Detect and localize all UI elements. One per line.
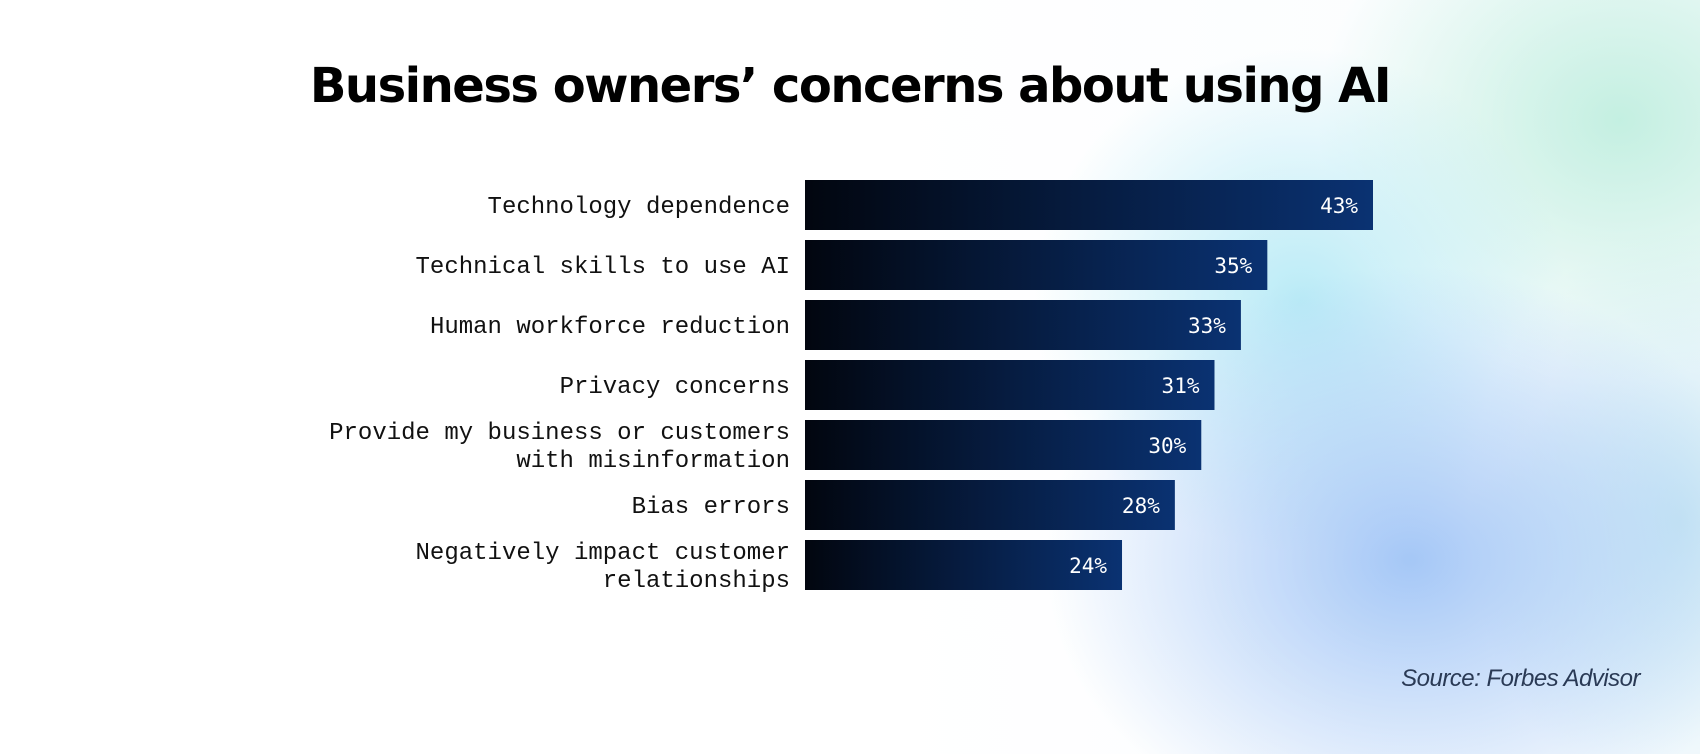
bar-3: [805, 360, 1215, 410]
category-label-4: Provide my business or customers with mis…: [329, 420, 790, 475]
value-label-1: 35%: [1214, 254, 1252, 278]
value-label-4: 30%: [1148, 434, 1186, 458]
value-label-0: 43%: [1320, 194, 1358, 218]
value-label-3: 31%: [1162, 374, 1200, 398]
bar-1: [805, 240, 1268, 290]
category-label-3: Privacy concerns: [560, 374, 790, 401]
bar-2: [805, 300, 1241, 350]
chart-title: Business owners’ concerns about using AI: [309, 58, 1392, 114]
category-label-line: Technology dependence: [488, 194, 790, 221]
category-label-line: Negatively impact customer: [416, 540, 790, 567]
category-label-1: Technical skills to use AI: [416, 254, 790, 281]
category-label-line: with misinformation: [516, 448, 790, 475]
value-label-6: 24%: [1069, 554, 1107, 578]
category-label-line: Privacy concerns: [560, 374, 790, 401]
value-label-5: 28%: [1122, 494, 1160, 518]
bars-group: 43% Technology dependence 35% Technical ski…: [329, 180, 1373, 595]
category-label-line: relationships: [603, 568, 790, 595]
bar-6: [805, 540, 1123, 590]
category-label-line: Human workforce reduction: [430, 314, 790, 341]
category-label-line: Bias errors: [632, 494, 790, 521]
bar-0: [805, 180, 1373, 230]
category-label-line: Provide my business or customers: [329, 420, 790, 447]
category-label-5: Bias errors: [632, 494, 790, 521]
source-note: Source: Forbes Advisor: [1401, 665, 1640, 692]
bar-5: [805, 480, 1175, 530]
category-label-0: Technology dependence: [488, 194, 790, 221]
category-label-2: Human workforce reduction: [430, 314, 790, 341]
category-label-line: Technical skills to use AI: [416, 254, 790, 281]
category-label-6: Negatively impact customer relationships: [416, 540, 790, 595]
bar-4: [805, 420, 1202, 470]
value-label-2: 33%: [1188, 314, 1226, 338]
